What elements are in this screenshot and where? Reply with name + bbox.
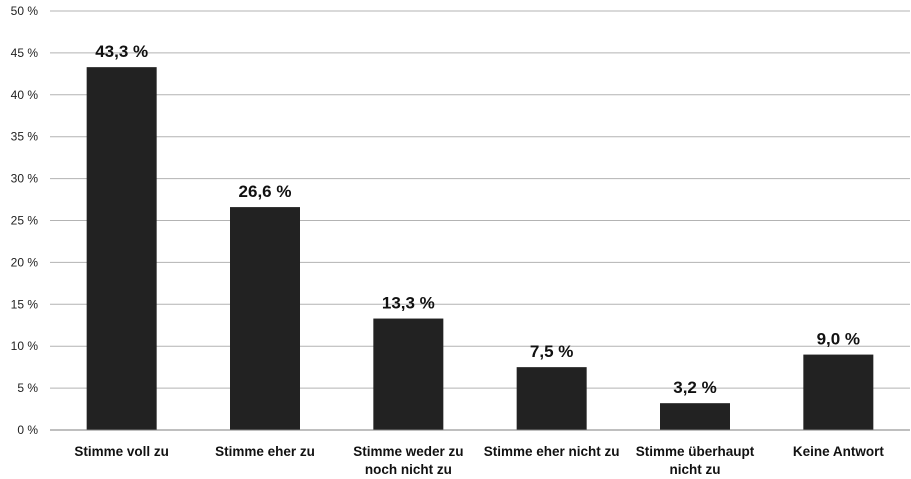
x-category-line: Stimme überhaupt bbox=[636, 444, 755, 459]
x-category-label: Keine Antwort bbox=[793, 444, 885, 459]
y-tick-label: 30 % bbox=[11, 172, 39, 186]
x-category-line: Stimme eher zu bbox=[215, 444, 315, 459]
x-category-line: Stimme weder zu bbox=[353, 444, 463, 459]
bar bbox=[803, 354, 874, 430]
y-tick-label: 10 % bbox=[11, 339, 39, 353]
y-tick-label: 20 % bbox=[11, 255, 39, 269]
data-label: 13,3 % bbox=[382, 294, 435, 313]
x-category-line: Stimme voll zu bbox=[74, 444, 169, 459]
data-label: 7,5 % bbox=[530, 342, 573, 361]
data-label: 43,3 % bbox=[95, 42, 148, 61]
y-tick-label: 35 % bbox=[11, 130, 39, 144]
x-category-label: Stimme voll zu bbox=[74, 444, 169, 459]
x-category-line: Stimme eher nicht zu bbox=[484, 444, 620, 459]
gridlines bbox=[50, 10, 910, 389]
y-tick-label: 25 % bbox=[11, 214, 39, 228]
bars bbox=[86, 67, 874, 431]
y-tick-label: 5 % bbox=[17, 381, 38, 395]
x-category-label: Stimme überhaupt nicht zu bbox=[636, 444, 755, 477]
y-tick-label: 40 % bbox=[11, 88, 39, 102]
bar bbox=[373, 318, 444, 430]
data-label: 3,2 % bbox=[673, 378, 716, 397]
x-category-label: Stimme eher zu bbox=[215, 444, 315, 459]
data-labels: 43,3 % 26,6 % 13,3 % 7,5 % 3,2 % 9,0 % bbox=[95, 42, 860, 397]
y-tick-label: 50 % bbox=[11, 4, 39, 18]
y-tick-label: 15 % bbox=[11, 297, 39, 311]
x-category-label: Stimme eher nicht zu bbox=[484, 444, 620, 459]
bar bbox=[230, 207, 300, 430]
y-axis-ticks: 0 % 5 % 10 % 15 % 20 % 25 % 30 % 35 % 40 % 45 % 50… bbox=[11, 4, 39, 437]
bar bbox=[516, 367, 587, 430]
bar bbox=[660, 403, 730, 430]
data-label: 26,6 % bbox=[239, 182, 292, 201]
x-category-line: noch nicht zu bbox=[365, 462, 452, 477]
bar bbox=[86, 67, 157, 431]
x-axis-categories: Stimme voll zu Stimme eher zu Stimme weder… bbox=[74, 444, 884, 477]
x-category-label: Stimme weder zu noch nicht zu bbox=[353, 444, 463, 477]
y-tick-label: 0 % bbox=[17, 423, 38, 437]
y-tick-label: 45 % bbox=[11, 46, 39, 60]
data-label: 9,0 % bbox=[817, 330, 860, 349]
x-category-line: Keine Antwort bbox=[793, 444, 885, 459]
x-category-line: nicht zu bbox=[670, 462, 721, 477]
